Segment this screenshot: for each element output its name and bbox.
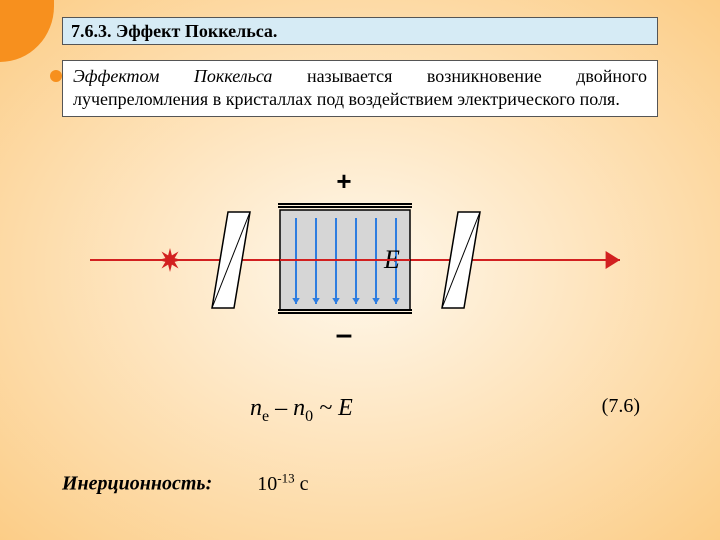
section-heading: 7.6.3. Эффект Поккельса. bbox=[62, 17, 658, 45]
eq-ne: n bbox=[250, 395, 262, 421]
inertia-row: Инерционность: 10-13 с bbox=[62, 470, 308, 496]
eq-E: E bbox=[338, 395, 353, 421]
eq-tilde: ~ bbox=[313, 395, 338, 421]
corner-accent bbox=[0, 0, 54, 62]
svg-text:+: + bbox=[336, 166, 351, 196]
svg-text:–: – bbox=[336, 318, 353, 351]
inertia-unit: с bbox=[295, 473, 309, 495]
equation: ne – n0 ~ E bbox=[250, 395, 353, 426]
inertia-base: 10 bbox=[257, 473, 277, 495]
eq-n0: n bbox=[293, 395, 305, 421]
eq-n0-sub: 0 bbox=[305, 408, 313, 425]
inertia-exp: -13 bbox=[277, 470, 294, 485]
inertia-label: Инерционность: bbox=[62, 473, 212, 495]
inertia-value: 10-13 с bbox=[257, 473, 308, 495]
pockels-diagram: E+– bbox=[0, 160, 720, 360]
definition-box: Эффектом Поккельса называется возникнове… bbox=[62, 60, 658, 117]
eq-minus: – bbox=[269, 395, 293, 421]
equation-number: (7.6) bbox=[602, 395, 640, 418]
bullet-marker bbox=[50, 70, 62, 82]
